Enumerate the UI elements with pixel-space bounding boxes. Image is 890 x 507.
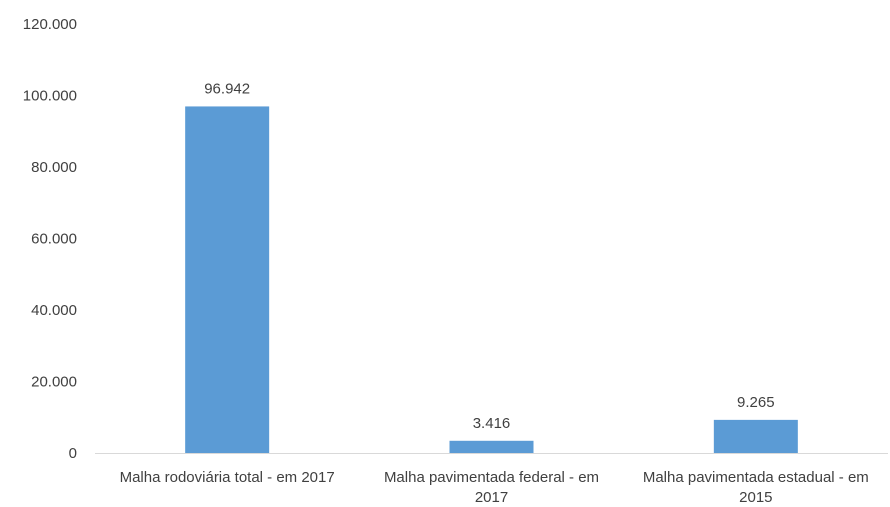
y-tick-label: 20.000 [31,374,77,391]
category-label: Malha pavimentada estadual - em 2015 [643,469,869,506]
bar [185,106,270,454]
category-labels: Malha rodoviária total - em 2017 Malha pa… [120,469,869,506]
data-label: 96.942 [204,80,250,97]
category-label: Malha rodoviária total - em 2017 [120,469,335,486]
y-tick-label: 60.000 [31,231,77,248]
y-tick-label: 0 [69,445,77,462]
data-label: 9.265 [737,394,775,411]
bar [713,419,798,453]
category-label-line: 2017 [475,489,508,506]
category-label-line: Malha pavimentada federal - em [384,469,599,486]
y-axis: 0 20.000 40.000 60.000 80.000 100.000 120.000 [23,16,77,462]
bars [185,106,798,454]
category-label: Malha pavimentada federal - em 2017 [384,469,599,506]
y-tick-label: 100.000 [23,88,77,105]
data-labels: 96.942 3.416 9.265 [204,80,774,431]
category-label-line: 2015 [739,489,772,506]
category-label-line: Malha rodoviária total - em 2017 [120,469,335,486]
category-label-line: Malha pavimentada estadual - em [643,469,869,486]
data-label: 3.416 [473,415,511,432]
y-tick-label: 80.000 [31,159,77,176]
bar [449,440,534,453]
y-tick-label: 40.000 [31,302,77,319]
y-tick-label: 120.000 [23,16,77,33]
